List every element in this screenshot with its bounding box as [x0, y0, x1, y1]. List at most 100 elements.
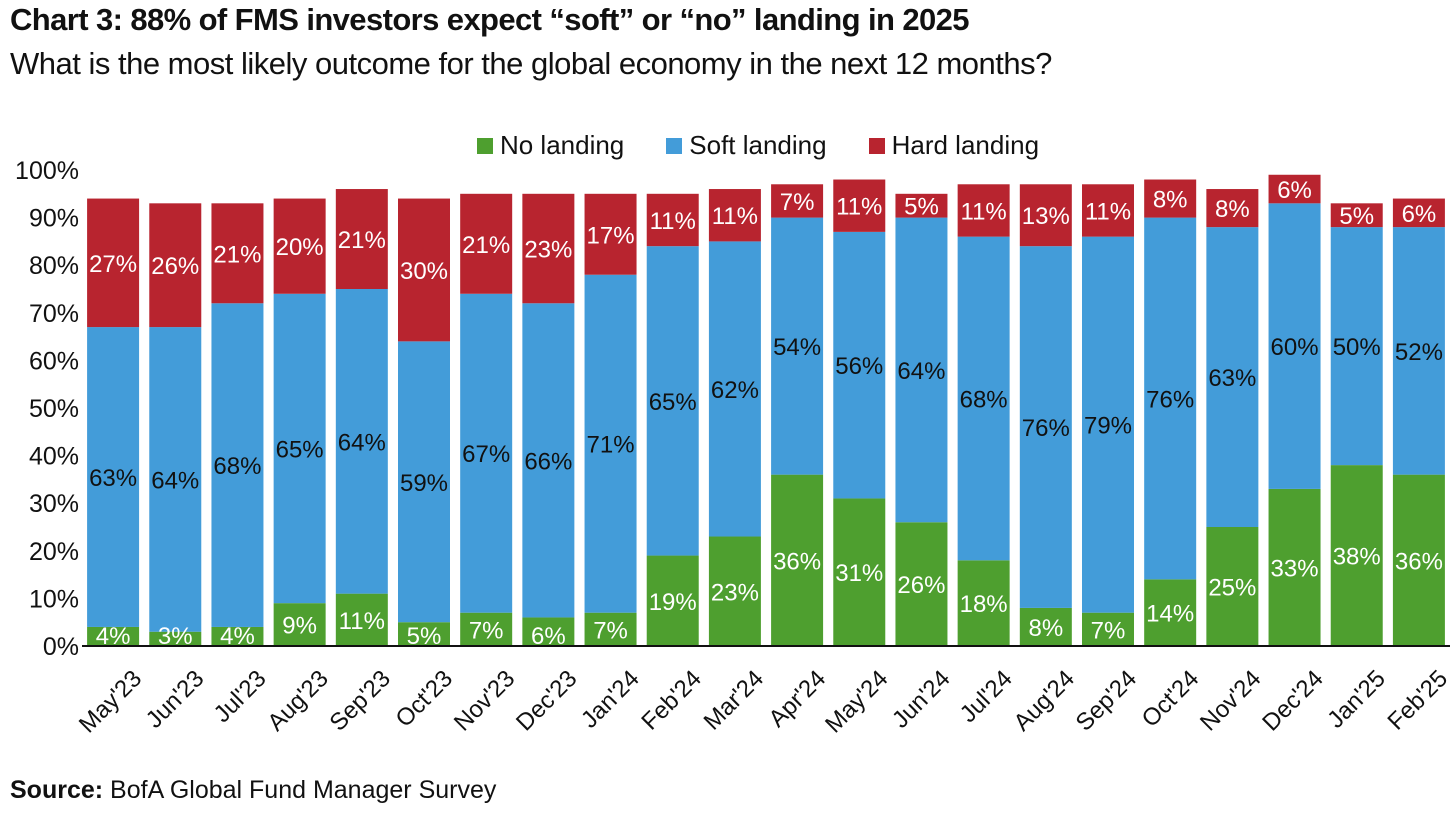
y-tick-label: 0% [43, 633, 79, 661]
bar-segment-soft-landing [895, 217, 948, 523]
data-label-no-landing: 18% [960, 591, 1008, 618]
chart-title: Chart 3: 88% of FMS investors expect “so… [10, 2, 969, 37]
data-label-hard-landing: 7% [780, 189, 815, 216]
bar-segment-hard-landing [1268, 174, 1321, 204]
bar-segment-soft-landing [833, 231, 886, 499]
data-label-soft-landing: 54% [773, 334, 821, 361]
x-tick-label: Dec'24 [1257, 665, 1328, 736]
bar-segment-soft-landing [273, 293, 326, 604]
data-label-hard-landing: 11% [961, 198, 1007, 225]
bar-segment-no-landing [87, 626, 140, 646]
x-tick-label: Oct'23 [391, 665, 459, 733]
data-label-hard-landing: 6% [1277, 177, 1312, 204]
bar-segment-no-landing [584, 612, 637, 646]
data-label-hard-landing: 11% [712, 203, 758, 230]
bar-segment-hard-landing [211, 203, 264, 304]
chart-legend: No landing Soft landing Hard landing [0, 130, 1456, 161]
bar-segment-no-landing [335, 593, 388, 646]
data-label-soft-landing: 76% [1022, 415, 1070, 442]
data-label-hard-landing: 23% [524, 237, 572, 264]
bar-segment-no-landing [1392, 474, 1445, 646]
legend-item-soft-landing: Soft landing [666, 130, 827, 161]
legend-label-no-landing: No landing [499, 130, 625, 160]
source-text: BofA Global Fund Manager Survey [110, 776, 497, 804]
bar-segment-no-landing [771, 474, 824, 646]
x-tick-label: Jun'23 [141, 665, 210, 734]
bar-segment-soft-landing [398, 341, 450, 623]
y-tick-label: 20% [29, 538, 79, 566]
y-tick-label: 100% [15, 157, 79, 185]
bar-segment-hard-landing [149, 203, 202, 328]
bar-segment-no-landing [1330, 465, 1383, 646]
data-label-hard-landing: 8% [1215, 196, 1250, 223]
bar-segment-soft-landing [87, 327, 140, 627]
data-label-soft-landing: 65% [276, 436, 324, 463]
bar-segment-no-landing [957, 560, 1010, 646]
bar-segment-soft-landing [584, 274, 637, 613]
x-tick-label: Sep'24 [1071, 665, 1142, 736]
bar-segment-hard-landing [273, 198, 326, 294]
bar-segment-hard-landing [1019, 184, 1072, 247]
bar-segment-hard-landing [1082, 184, 1134, 237]
bar-segment-soft-landing [1019, 246, 1072, 608]
data-label-hard-landing: 30% [400, 258, 448, 285]
data-label-no-landing: 11% [339, 608, 385, 635]
y-tick-label: 60% [29, 347, 79, 375]
bar-segment-no-landing [1144, 579, 1197, 646]
data-label-hard-landing: 13% [1022, 203, 1070, 230]
bar-segment-no-landing [895, 522, 948, 646]
data-label-no-landing: 9% [282, 613, 317, 640]
data-label-no-landing: 25% [1208, 575, 1256, 602]
data-label-hard-landing: 11% [650, 208, 696, 235]
legend-item-no-landing: No landing [476, 130, 625, 161]
x-tick-label: Feb'25 [1383, 665, 1453, 735]
data-label-no-landing: 8% [1028, 615, 1063, 642]
data-label-soft-landing: 56% [835, 353, 883, 380]
bar-segment-hard-landing [1144, 179, 1197, 218]
bar-segment-no-landing [1268, 488, 1321, 646]
data-label-hard-landing: 27% [89, 251, 137, 278]
x-tick-label: Aug'24 [1009, 665, 1080, 736]
bar-segment-no-landing [522, 617, 575, 646]
bar-segment-no-landing [398, 622, 450, 646]
data-label-no-landing: 36% [1395, 548, 1443, 575]
data-label-soft-landing: 65% [649, 389, 697, 416]
bar-segment-soft-landing [149, 327, 202, 632]
bar-segment-hard-landing [895, 193, 948, 218]
bar-segment-soft-landing [957, 236, 1010, 561]
x-tick-label: Sep'23 [325, 665, 396, 736]
x-tick-label: Jun'24 [887, 665, 956, 734]
data-label-soft-landing: 68% [960, 386, 1008, 413]
bar-segment-soft-landing [211, 303, 264, 627]
data-label-no-landing: 7% [1091, 617, 1126, 644]
y-axis: 0% 10% 20% 30% 40% 50% 60% 70% 80% 90% 100% [15, 157, 79, 661]
bar-segment-no-landing [1082, 612, 1134, 646]
data-label-hard-landing: 5% [1339, 203, 1374, 230]
x-tick-label: Mar'24 [699, 665, 769, 735]
x-tick-label: Jan'25 [1322, 665, 1391, 734]
data-label-soft-landing: 76% [1146, 386, 1194, 413]
y-tick-label: 30% [29, 490, 79, 518]
data-label-hard-landing: 26% [151, 253, 199, 280]
bar-segment-no-landing [646, 555, 699, 646]
data-label-no-landing: 19% [649, 589, 697, 616]
legend-label-soft-landing: Soft landing [689, 130, 827, 160]
data-label-soft-landing: 66% [524, 448, 572, 475]
y-tick-label: 90% [29, 205, 79, 233]
data-label-no-landing: 38% [1333, 544, 1381, 571]
data-label-no-landing: 26% [897, 572, 945, 599]
data-label-hard-landing: 21% [213, 241, 261, 268]
data-label-soft-landing: 63% [89, 465, 137, 492]
data-label-soft-landing: 50% [1333, 334, 1381, 361]
bar-segment-hard-landing [1206, 189, 1259, 228]
data-label-no-landing: 7% [593, 617, 628, 644]
x-tick-label: Oct'24 [1137, 665, 1205, 733]
bar-segment-soft-landing [708, 241, 761, 537]
data-label-soft-landing: 79% [1084, 413, 1132, 440]
data-label-hard-landing: 21% [462, 232, 510, 259]
data-label-hard-landing: 8% [1153, 187, 1188, 214]
bar-segment-no-landing [1206, 527, 1259, 646]
data-label-hard-landing: 20% [276, 234, 324, 261]
y-tick-label: 70% [29, 300, 79, 328]
